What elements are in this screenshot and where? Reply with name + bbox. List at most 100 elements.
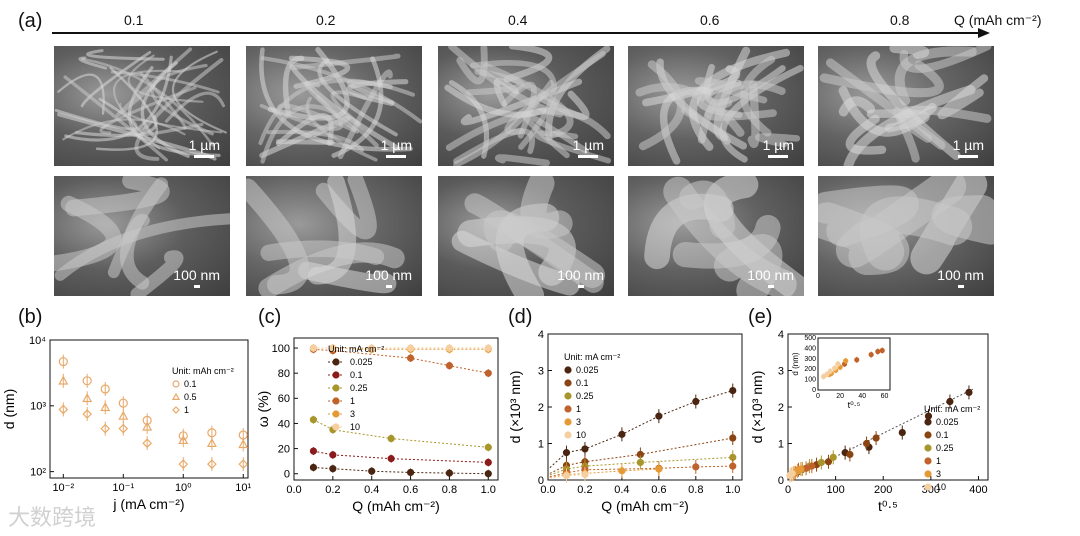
y-tick-label: 10⁴ [29,335,46,347]
data-point [655,412,663,420]
data-point [100,384,110,394]
data-point [924,431,932,439]
scale-bar: 1 µm [189,137,220,158]
sem-image: 100 nm [628,176,804,296]
inset-y-tick-label: 300 [804,356,816,363]
scale-bar-line [768,155,789,158]
data-point [564,392,572,400]
data-point [207,459,217,469]
data-point [172,406,180,414]
sem-image: 100 nm [54,176,230,296]
legend-label: 0.025 [350,357,373,367]
y-tick-label: 2 [778,402,784,414]
scale-bar: 100 nm [747,267,794,288]
x-tick-label: 0.6 [651,484,666,496]
inset-x-tick-label: 20 [836,393,844,400]
data-point [484,344,492,352]
data-point [827,368,833,374]
sem-image: 1 µm [438,46,614,166]
data-point [332,410,340,418]
data-point [879,347,885,354]
inset-frame [817,337,891,391]
legend-label: 10 [936,482,946,492]
scale-bar: 100 nm [365,267,412,288]
data-point [946,397,954,406]
sem-image: 1 µm [628,46,804,166]
x-tick-label: 0.6 [403,484,418,496]
legend-label: 3 [350,409,355,419]
x-tick-label: 0.8 [688,484,703,496]
legend-title: Unit: mA cm⁻² [328,344,384,354]
scale-bar-line [194,155,215,158]
scale-bar-label: 1 µm [952,137,984,153]
inset-y-tick-label: 200 [804,366,816,373]
data-point [824,371,830,378]
data-point [142,438,153,449]
chart-c: 0.0 0.2 0.4 0.6 0.8 1.0 0 20 40 60 80 100 Q (mAh cm⁻… [258,337,499,514]
q-axis-label: Q (mAh cm⁻²) [954,12,1042,28]
data-point [309,463,318,472]
data-point [854,357,860,363]
scale-bar: 100 nm [937,267,984,288]
scale-bar-line [577,285,584,288]
y-tick-label: 1 [538,438,544,450]
sem-image: 1 µm [246,46,422,166]
data-point [309,344,318,352]
sem-texture [819,46,992,166]
sem-texture [644,176,804,296]
data-point [484,369,492,377]
y-tick-label: 40 [278,418,290,430]
inset-x-tick-label: 40 [858,393,866,400]
sem-texture [444,46,612,166]
data-point [332,423,340,431]
scale-bar-label: 100 nm [365,267,412,283]
data-point [445,344,454,352]
data-point [332,397,340,405]
x-axis-label: Q (mAh cm⁻²) [601,498,689,514]
legend-label: 3 [576,417,581,427]
data-point [332,371,340,379]
data-point [729,386,737,395]
data-point [924,444,932,452]
sem-texture [818,176,994,276]
data-point [368,344,376,352]
data-point [846,450,854,459]
data-point [808,462,816,470]
sem-texture [246,176,405,296]
data-point [100,402,111,412]
y-axis-label: d (×10³ nm) [507,371,523,444]
inset-x-tick-label: 0 [816,393,820,400]
x-tick-label: 10⁻¹ [112,482,134,494]
x-tick-label: 200 [874,484,892,496]
inset-y-tick-label: 500 [804,335,816,342]
legend-title: Unit: mAh cm⁻² [172,366,234,376]
data-point [875,348,881,355]
sem-texture [54,176,230,296]
data-point [788,469,796,478]
y-tick-label: 80 [278,368,290,380]
legend-label: 1 [184,405,189,415]
fit-line [787,388,974,481]
y-tick-label: 60 [278,393,290,405]
x-tick-label: 0.0 [286,484,301,496]
data-point [692,463,700,471]
data-point [58,404,69,415]
data-point [172,380,180,388]
data-point [484,470,492,478]
legend-label: 1 [936,456,941,466]
q-arrow [52,28,990,38]
data-point [562,472,571,480]
data-point [817,458,825,467]
q-value-3: 0.6 [700,12,720,28]
legend-label: 0.1 [936,430,949,440]
data-point [387,455,395,463]
legend-label: 0.025 [936,417,959,427]
data-point [564,405,572,413]
series-line [313,450,489,463]
sem-image: 100 nm [818,176,994,296]
legend-label: 0.25 [350,383,368,393]
q-value-4: 0.8 [890,12,910,28]
legend-label: 0.1 [184,379,197,389]
q-value-1: 0.2 [316,12,336,28]
data-point [238,439,249,449]
